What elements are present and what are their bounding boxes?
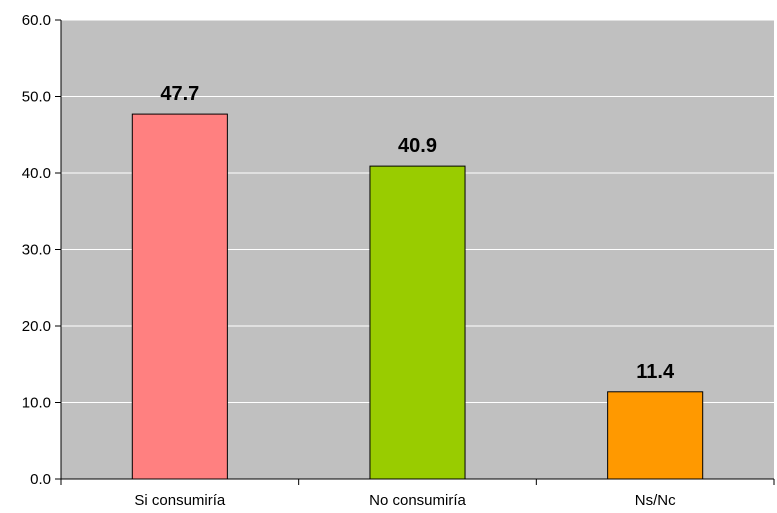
data-label: 40.9 — [398, 135, 437, 157]
bar — [607, 391, 704, 480]
y-tick-label: 50.0 — [22, 89, 51, 106]
x-tick-label: Ns/Nc — [635, 492, 676, 509]
y-tick-label: 30.0 — [22, 242, 51, 259]
labels: 0.0 10.0 20.0 30.0 40.0 50.0 60.0 47.7 Si consum… — [22, 12, 676, 509]
bar — [369, 165, 466, 480]
bar — [131, 113, 228, 480]
x-tick-label: Si consumiría — [134, 492, 226, 509]
y-tick-label: 10.0 — [22, 395, 51, 412]
y-tick-label: 20.0 — [22, 318, 51, 335]
axes — [55, 19, 775, 485]
y-tick-label: 60.0 — [22, 12, 51, 29]
y-tick-label: 40.0 — [22, 165, 51, 182]
data-label: 11.4 — [636, 361, 675, 383]
data-label: 47.7 — [160, 83, 199, 105]
x-tick-label: No consumiría — [369, 492, 466, 509]
bars — [131, 113, 704, 480]
y-tick-label: 0.0 — [30, 471, 51, 488]
